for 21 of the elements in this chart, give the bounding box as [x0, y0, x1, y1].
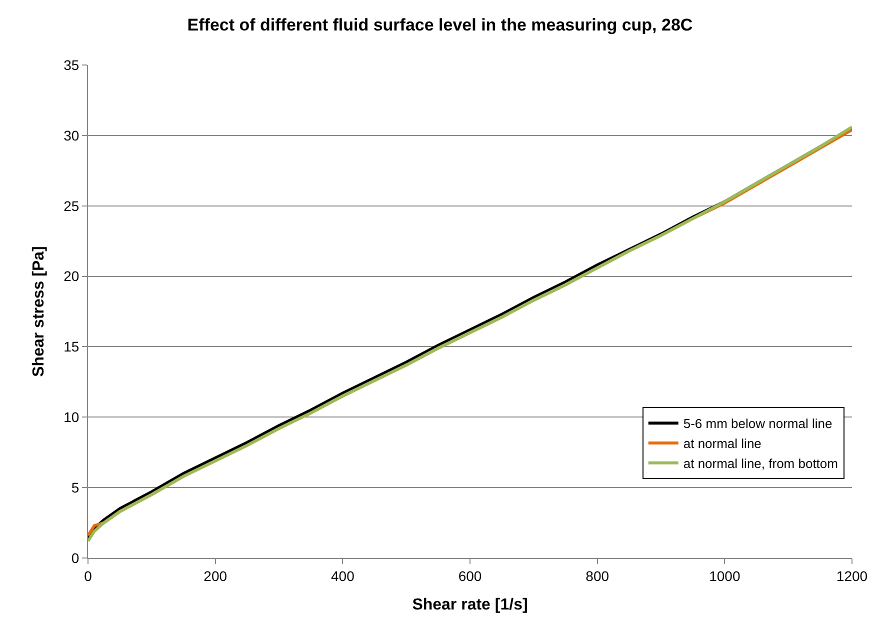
x-tick-label: 200 — [204, 568, 228, 584]
x-tick-label: 800 — [586, 568, 610, 584]
y-tick-label: 10 — [64, 409, 80, 426]
chart-title: Effect of different fluid surface level in the measuring cup, 28C — [187, 16, 693, 35]
y-tick-label: 30 — [64, 127, 80, 144]
y-tick-label: 25 — [64, 198, 80, 214]
y-tick-label: 5 — [71, 479, 80, 496]
y-tick-label: 20 — [64, 268, 80, 284]
x-tick-label: 400 — [330, 568, 355, 584]
x-tick-label: 1200 — [836, 568, 868, 584]
y-tick-label: 0 — [71, 550, 80, 566]
x-tick-label: 1000 — [709, 568, 740, 584]
y-axis-title: Shear stress [Pa] — [30, 246, 48, 377]
x-tick-label: 600 — [458, 568, 482, 584]
y-tick-label: 35 — [64, 56, 80, 73]
legend-label: at normal line — [683, 436, 762, 452]
y-tick-label: 15 — [64, 338, 80, 355]
legend-label: at normal line, from bottom — [683, 456, 838, 471]
legend-label: 5-6 mm below normal line — [683, 416, 832, 432]
x-tick-label: 0 — [84, 568, 92, 584]
x-axis-title: Shear rate [1/s] — [412, 596, 528, 614]
